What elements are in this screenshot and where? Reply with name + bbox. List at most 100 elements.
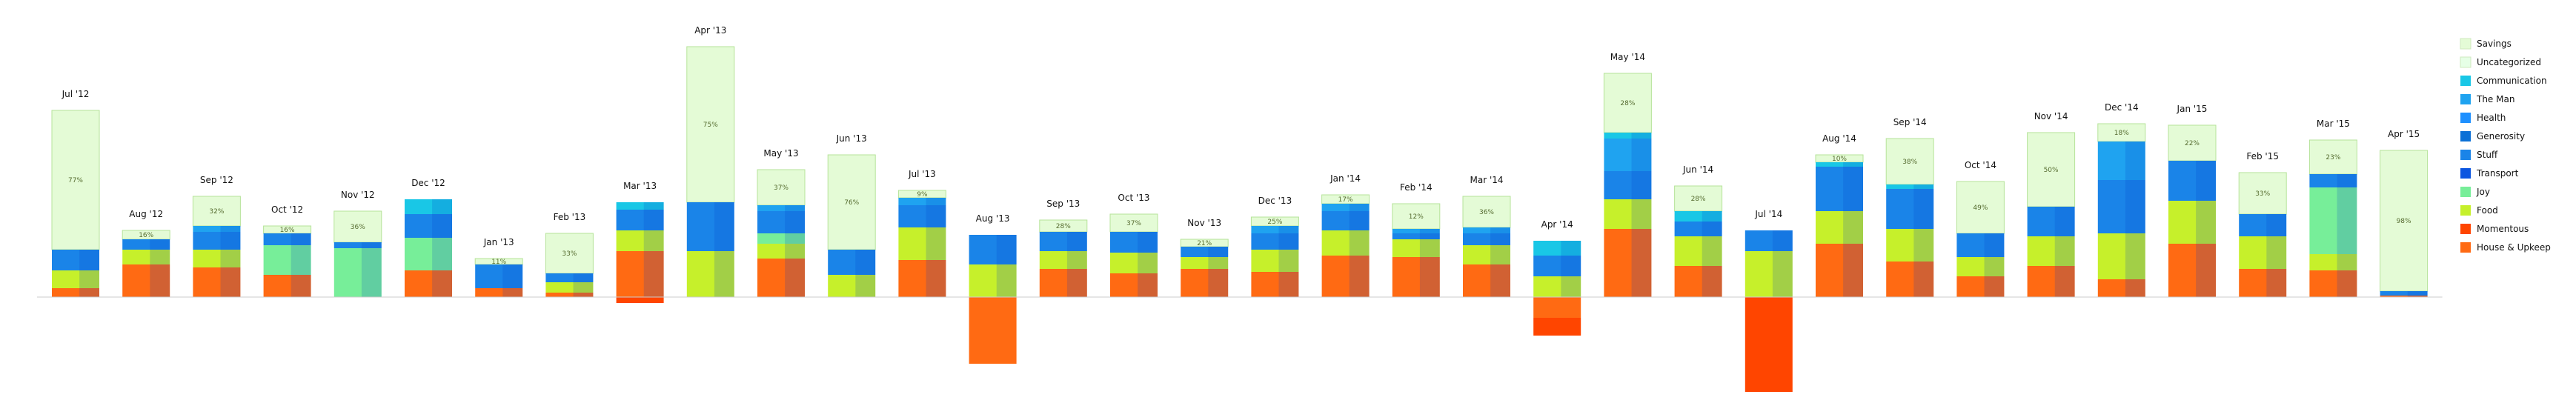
- savings-percent-label-23: 28%: [1691, 196, 1706, 203]
- savings-percent-label-31: 33%: [2255, 190, 2270, 198]
- bar-segment-food-0: [52, 270, 99, 288]
- legend-label-food: Food: [2477, 205, 2498, 216]
- savings-percent-label-26: 38%: [1902, 159, 1917, 166]
- bar-segment-house-upkeep-16: [1181, 269, 1229, 297]
- bar-segment-communication-8: [616, 202, 664, 210]
- bar-inner-shade-28: [2054, 207, 2075, 297]
- bar-segment-house-upkeep-29: [2097, 279, 2145, 297]
- month-label-33: Apr '15: [2388, 129, 2420, 139]
- month-label-21: Apr '14: [1541, 219, 1573, 230]
- bar-segment-house-upkeep-1: [122, 264, 170, 297]
- bar-segment-food-21: [1533, 276, 1581, 297]
- bar-inner-shade-11: [855, 250, 876, 297]
- bar-inner-shade-25: [1843, 162, 1863, 297]
- savings-percent-label-9: 75%: [703, 121, 718, 129]
- bar-segment-savings-33: [2380, 150, 2429, 292]
- savings-percent-label-25: 10%: [1832, 156, 1847, 163]
- legend-swatch-uncategorized: [2460, 56, 2472, 68]
- bar-inner-shade-31: [2266, 214, 2287, 297]
- bar-segment-stuff-2: [193, 232, 241, 250]
- bar-inner-shade-30: [2196, 161, 2216, 297]
- bar-segment-house-upkeep-28: [2027, 266, 2075, 297]
- bar-segment-stuff-7: [545, 273, 594, 282]
- legend: Savings Uncategorized Communication The Man…: [2460, 38, 2551, 253]
- bar-segment-house-upkeep-20: [1463, 264, 1510, 297]
- bar-segment-stuff-33: [2380, 291, 2428, 296]
- bar-segment-savings-31: [2238, 172, 2287, 215]
- savings-percent-label-27: 49%: [1973, 204, 1988, 212]
- bar-segment-savings-2: [192, 196, 241, 227]
- month-label-20: Mar '14: [1470, 175, 1503, 185]
- month-label-3: Oct '12: [271, 204, 303, 215]
- bar-segment-food-25: [1816, 211, 1863, 244]
- bar-segment-house-upkeep-2: [193, 267, 241, 297]
- bar-inner-shade-4: [361, 242, 382, 297]
- month-label-16: Nov '13: [1187, 218, 1221, 228]
- bar-segment-food-8: [616, 230, 664, 251]
- bar-segment-food-20: [1463, 245, 1510, 264]
- savings-percent-label-19: 12%: [1409, 213, 1424, 221]
- bar-inner-shade-3: [291, 233, 311, 297]
- savings-percent-label-16: 21%: [1197, 240, 1212, 247]
- bar-segment-the-man-10: [757, 205, 805, 211]
- legend-swatch-momentous: [2460, 224, 2471, 234]
- bar-segment-savings-19: [1392, 203, 1441, 230]
- bar-inner-shade-7: [573, 273, 594, 297]
- bar-segment-savings-30: [2168, 124, 2217, 161]
- bar-segment-momentous-8: [616, 297, 664, 303]
- legend-label-uncategorized: Uncategorized: [2477, 57, 2541, 67]
- bar-segment-savings-23: [1674, 185, 1723, 212]
- bar-segment-food-14: [1039, 251, 1087, 269]
- month-label-1: Aug '12: [129, 209, 163, 219]
- bar-segment-house-upkeep-6: [475, 288, 523, 297]
- bar-segment-food-11: [828, 275, 876, 297]
- bar-segment-house-upkeep-23: [1674, 266, 1722, 297]
- bar-segment-food-17: [1251, 250, 1299, 272]
- bar-segment-stuff-32: [2309, 174, 2357, 187]
- month-label-4: Nov '12: [341, 190, 375, 200]
- month-label-32: Mar '15: [2317, 119, 2350, 129]
- bar-segment-house-upkeep-32: [2309, 270, 2357, 297]
- bar-segment-stuff-19: [1392, 233, 1440, 239]
- month-label-14: Sep '13: [1046, 199, 1080, 209]
- bar-segment-food-28: [2027, 236, 2075, 266]
- savings-percent-label-12: 9%: [917, 191, 928, 199]
- bar-segment-stuff-13: [969, 235, 1017, 264]
- bar-segment-house-upkeep-26: [1886, 262, 1934, 297]
- bar-segment-stuff-15: [1110, 232, 1158, 253]
- bar-inner-shade-1: [150, 239, 170, 297]
- bar-segment-house-upkeep-27: [1956, 276, 2005, 297]
- bar-segment-stuff-1: [122, 239, 170, 250]
- bar-segment-savings-32: [2308, 139, 2357, 175]
- bar-segment-house-upkeep-30: [2168, 244, 2216, 297]
- month-label-22: May '14: [1610, 52, 1645, 62]
- month-label-15: Oct '13: [1118, 193, 1149, 203]
- bar-segment-food-32: [2309, 254, 2357, 270]
- bar-segment-food-22: [1604, 199, 1652, 229]
- bar-segment-stuff-21: [1533, 256, 1581, 276]
- legend-swatch-house-upkeep: [2460, 242, 2471, 253]
- bar-segment-the-man-18: [1321, 204, 1370, 211]
- month-label-12: Jul '13: [908, 169, 936, 179]
- bar-inner-shade-0: [79, 250, 99, 297]
- bar-inner-shade-33: [2407, 291, 2428, 297]
- bar-inner-shade-8: [643, 202, 664, 297]
- savings-percent-label-32: 23%: [2326, 154, 2340, 161]
- month-label-26: Sep '14: [1893, 117, 1927, 127]
- bar-segment-food-30: [2168, 201, 2216, 244]
- bar-segment-communication-21: [1533, 241, 1581, 256]
- bar-segment-savings-28: [2027, 132, 2076, 207]
- month-label-18: Jan '14: [1330, 173, 1361, 184]
- month-label-11: Jun '13: [836, 133, 867, 144]
- savings-percent-label-17: 25%: [1267, 219, 1282, 226]
- bar-segment-food-23: [1674, 236, 1722, 266]
- savings-percent-label-10: 37%: [774, 184, 789, 192]
- bar-inner-shade-6: [502, 264, 523, 297]
- legend-label-stuff: Stuff: [2477, 150, 2498, 160]
- legend-label-generosity: Generosity: [2477, 131, 2525, 141]
- bar-inner-shade-14: [1066, 232, 1087, 297]
- bar-segment-stuff-24: [1745, 230, 1793, 251]
- bar-segment-the-man-2: [193, 226, 241, 232]
